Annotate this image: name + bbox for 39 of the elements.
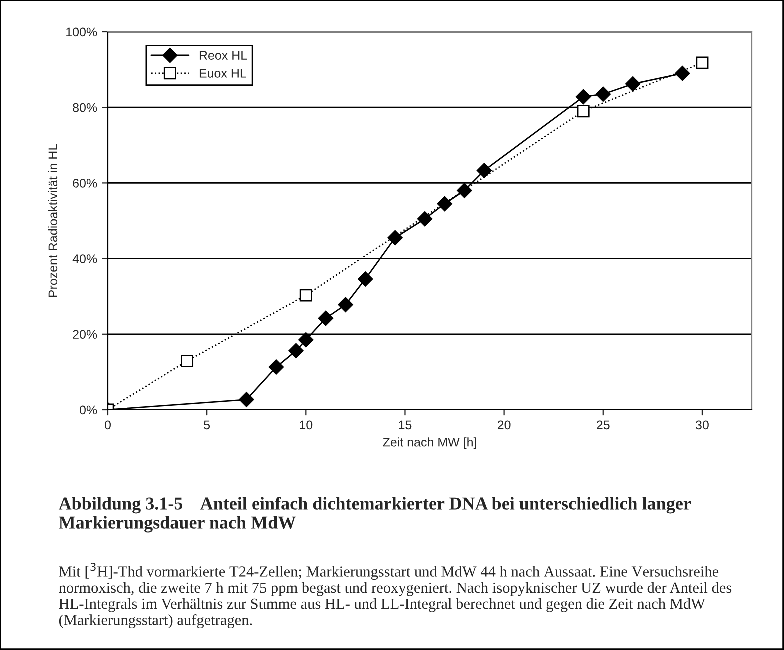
point <box>596 86 611 102</box>
point <box>457 183 472 198</box>
x-tick-label: 15 <box>399 420 412 430</box>
y-tick-label: 0% <box>80 406 98 415</box>
point <box>417 212 433 227</box>
point <box>288 343 304 359</box>
x-tick-label: 25 <box>597 420 610 430</box>
point <box>268 360 284 375</box>
point <box>338 297 354 312</box>
point <box>626 76 641 92</box>
point <box>318 310 334 326</box>
x-tick-label: 0 <box>105 420 111 430</box>
point <box>696 56 709 70</box>
x-tick-label: 10 <box>300 420 313 430</box>
y-tick-label: 20% <box>73 330 98 340</box>
point <box>675 66 690 82</box>
point <box>476 163 492 178</box>
text: Mit [$^{3}$H]-Thd vormarkierte T24-Zellen; Markierungsstart und MdW 44 h nach Aussaat. Eine Versuchsreihe normoxisch, die zweite 7 h mit 75 ppm begast und reoxygeniert. Nach isopyknischer UZ wurde der Anteil des HL-Integrals im Verhältnis zur Summe aus HL- und LL-Integral berechnet und gegen die Zeit nach MdW (Markierungsstart) aufgetragen. <box>59 563 732 629</box>
point <box>300 289 312 302</box>
y-tick-label: 100% <box>66 28 98 37</box>
x-tick-label: 5 <box>204 420 210 430</box>
y-axis-title: Prozent Radioaktivität in HL <box>48 144 58 298</box>
point <box>577 105 590 118</box>
point <box>358 272 374 287</box>
point <box>181 354 194 368</box>
y-tick-label: 40% <box>72 254 98 264</box>
point <box>388 230 403 246</box>
legend-label: Reox HL <box>200 51 248 60</box>
x-tick-label: 30 <box>696 420 709 430</box>
text: Abbildung 3.1-5 Anteil einfach dichtemarkierter DNA bei unterschiedlich langer Markierungsdauer nach MdW <box>58 497 692 533</box>
point <box>576 89 592 105</box>
x-axis-title: Zeit nach MW [h] <box>383 438 476 450</box>
x-tick-label: 20 <box>498 420 511 430</box>
point <box>298 332 314 348</box>
point <box>437 196 452 212</box>
point <box>239 392 254 408</box>
y-tick-label: 60% <box>73 179 98 188</box>
y-tick-label: 80% <box>73 103 98 112</box>
legend-label: Euox HL <box>200 69 246 78</box>
